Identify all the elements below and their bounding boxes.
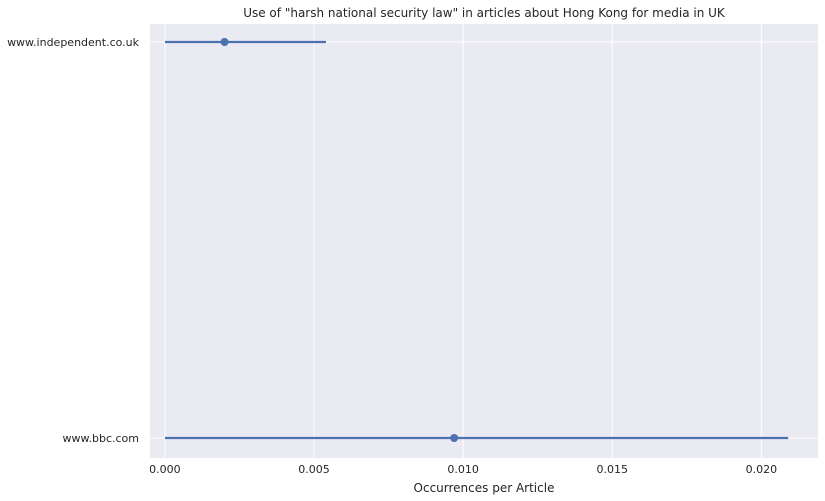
y-axis-ticks: www.independent.co.uk www.bbc.com	[7, 36, 140, 445]
point-marker	[220, 38, 229, 46]
plot-area	[150, 24, 818, 458]
x-axis-ticks: 0.000 0.005 0.010 0.015 0.020	[149, 463, 777, 476]
x-axis-label: Occurrences per Article	[414, 481, 555, 495]
point-marker	[450, 434, 459, 442]
x-tick-label: 0.020	[746, 463, 778, 476]
y-tick-label: www.bbc.com	[63, 432, 139, 445]
x-tick-label: 0.000	[149, 463, 181, 476]
x-tick-label: 0.010	[447, 463, 479, 476]
chart-title: Use of "harsh national security law" in …	[243, 6, 726, 20]
x-tick-label: 0.005	[298, 463, 330, 476]
data-marks	[164, 38, 789, 442]
y-tick-label: www.independent.co.uk	[7, 36, 140, 49]
x-tick-label: 0.015	[596, 463, 628, 476]
